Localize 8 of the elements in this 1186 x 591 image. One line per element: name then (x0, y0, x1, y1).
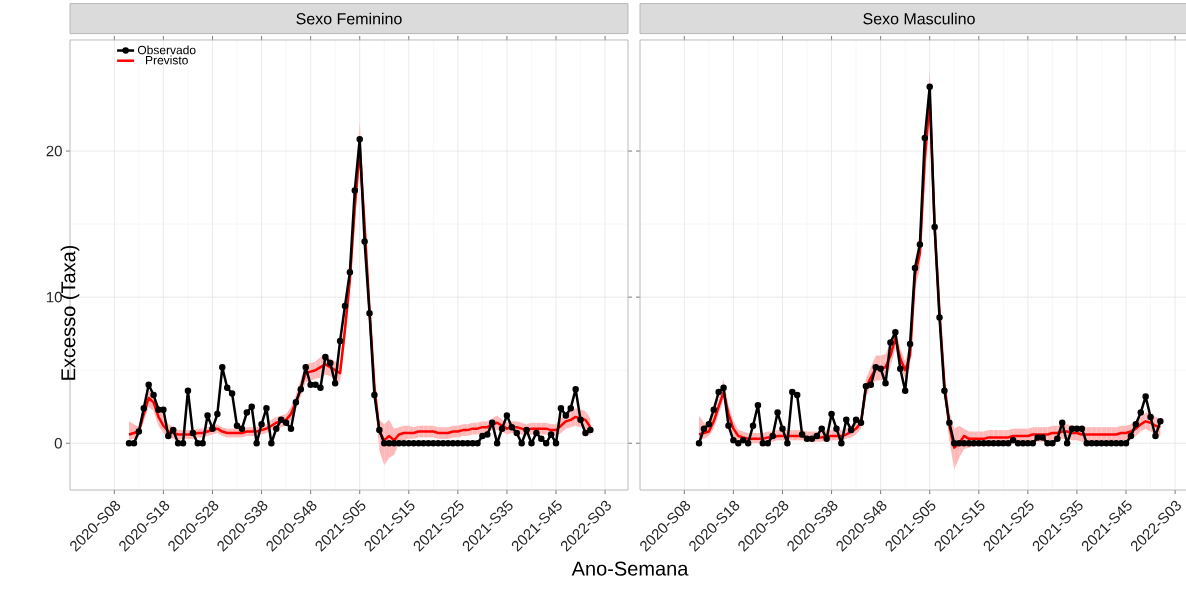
legend-label: Observado (137, 45, 196, 55)
chart-title: Sexo Feminino (296, 12, 402, 25)
y-tick-label: 0 (54, 437, 62, 449)
y-tick-label: 20 (46, 145, 62, 157)
legend-label: Previsto (146, 55, 188, 65)
chart-title: Sexo Masculino (863, 12, 975, 25)
x-axis-title: Ano-Semana (571, 561, 689, 576)
y-tick-label: 10 (46, 291, 62, 303)
